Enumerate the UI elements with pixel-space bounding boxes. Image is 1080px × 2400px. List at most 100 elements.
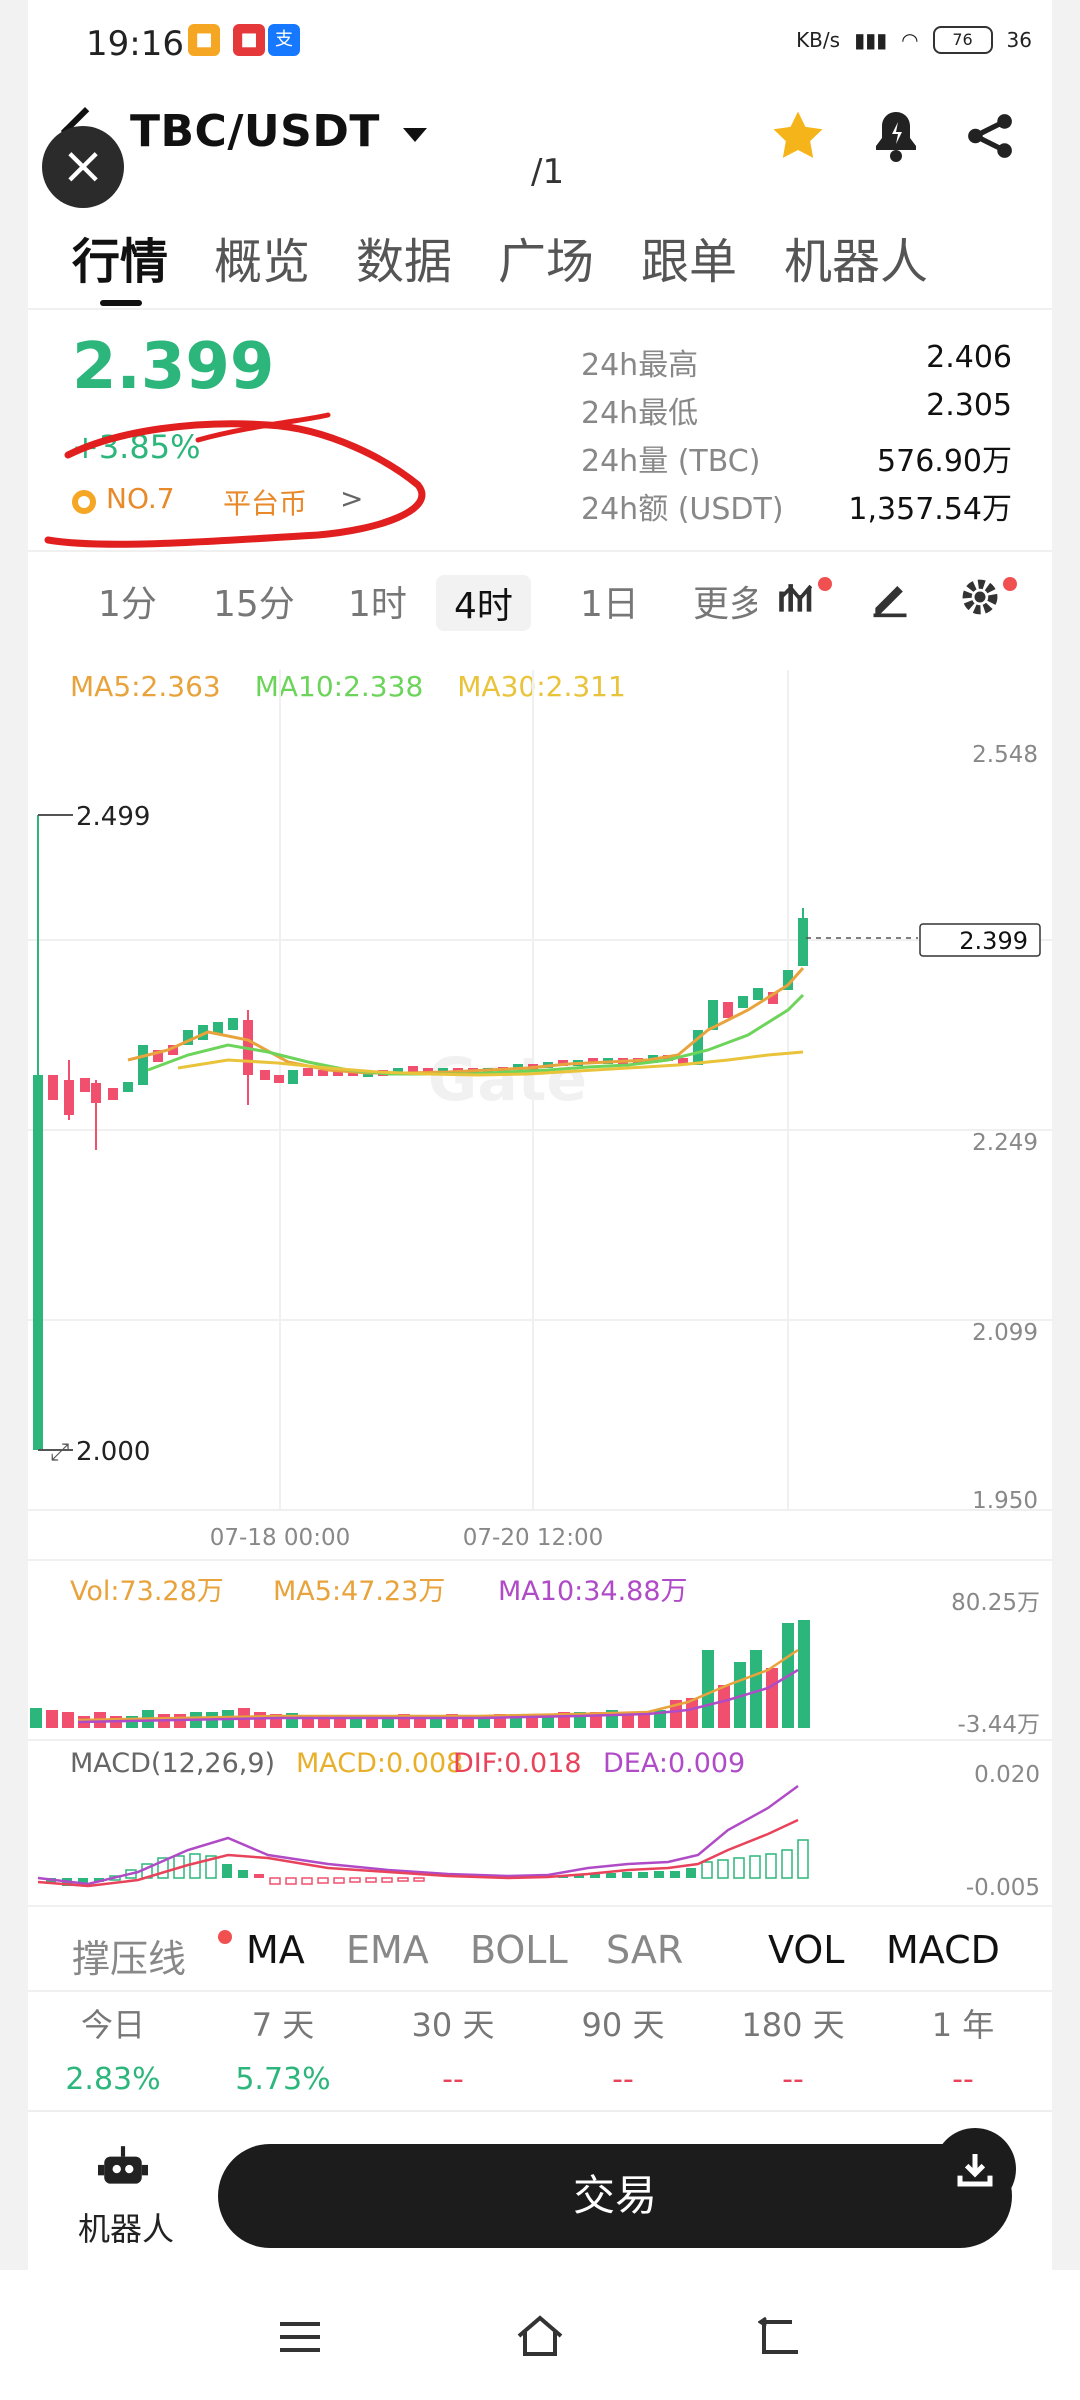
indicator-sar[interactable]: SAR — [606, 1928, 684, 1972]
robot-icon[interactable] — [98, 2144, 158, 2194]
indicator-macd[interactable]: MACD — [886, 1928, 1000, 1972]
chart-settings-gear-icon[interactable] — [958, 575, 1008, 625]
dea-value: DEA:0.009 — [603, 1748, 745, 1779]
price-axis-label: 1.950 — [972, 1488, 1038, 1514]
ma30-line — [177, 1050, 804, 1077]
indicator-boll[interactable]: BOLL — [470, 1928, 568, 1972]
active-tab-underline — [100, 300, 142, 306]
ma-legend: MA5:2.363 MA10:2.338 MA30:2.311 — [70, 670, 626, 703]
perf-90d: 90 天 -- — [538, 2000, 708, 2097]
tab-market[interactable]: 行情 — [72, 234, 169, 290]
price-summary: 2.399 +3.85% NO.7 平台币 > 24h最高 2.406 24h最… — [28, 330, 1052, 550]
expand-icon[interactable]: ⤢ — [50, 1438, 69, 1466]
pair-title[interactable]: TBC/USDT — [130, 106, 380, 157]
macd-value: MACD:0.008 — [296, 1748, 463, 1779]
vol-value: Vol:73.28万 — [70, 1576, 224, 1607]
share-icon[interactable] — [960, 106, 1020, 166]
divider — [28, 308, 1052, 310]
perf-value: -- — [612, 2062, 634, 2097]
download-button[interactable] — [934, 2128, 1016, 2210]
indicator-vol[interactable]: VOL — [768, 1928, 845, 1972]
price-axis-label: 2.548 — [972, 742, 1038, 768]
current-price-tag-box — [919, 923, 1041, 957]
system-nav-bar — [0, 2270, 1080, 2400]
indicator-tabs: 撑压线 MA EMA BOLL SAR VOL MACD — [28, 1920, 1052, 1990]
drawing-pen-icon[interactable] — [868, 575, 918, 625]
dea-line — [37, 1818, 799, 1888]
page-indicator: /1 — [531, 152, 565, 192]
perf-value: -- — [952, 2062, 974, 2097]
perf-label: 90 天 — [581, 2006, 665, 2044]
indicator-support-resistance[interactable]: 撑压线 — [72, 1937, 187, 1981]
app-notification-icon-2: ■ — [233, 24, 265, 56]
stat-value: 1,357.54万 — [848, 492, 1012, 527]
rank-label[interactable]: NO.7 — [106, 482, 175, 515]
price-axis-label: 2.099 — [972, 1320, 1038, 1346]
perf-1y: 1 年 -- — [878, 2000, 1048, 2097]
divider — [28, 1905, 1052, 1907]
candlestick-chart[interactable]: Gate — [28, 650, 1052, 1900]
perf-7d: 7 天 5.73% — [198, 2000, 368, 2097]
tab-data[interactable]: 数据 — [356, 234, 453, 290]
timeframe-1d[interactable]: 1日 — [580, 584, 639, 625]
notification-dot — [218, 1930, 232, 1944]
indicator-chart-icon[interactable] — [776, 575, 826, 625]
status-bar: 19:16 ■ ■ 支 KB/s ▮▮▮ ◠ 76 36 — [28, 0, 1052, 92]
pair-dropdown-icon[interactable] — [403, 128, 427, 142]
divider — [28, 1990, 1052, 1992]
divider — [28, 550, 1052, 552]
stat-value: 576.90万 — [877, 444, 1012, 479]
right-gutter — [1052, 0, 1080, 2270]
robot-label[interactable]: 机器人 — [78, 2210, 175, 2248]
menu-icon[interactable] — [280, 2320, 324, 2356]
dif-line — [37, 1784, 799, 1886]
left-gutter — [0, 0, 28, 2270]
perf-value: 5.73% — [235, 2062, 331, 2097]
download-icon — [957, 2154, 993, 2187]
dif-value: DIF:0.018 — [453, 1748, 582, 1779]
timeframe-15m[interactable]: 15分 — [213, 584, 295, 625]
battery-icon: 76 — [932, 26, 993, 54]
perf-value: 2.83% — [65, 2062, 161, 2097]
timeframe-more[interactable]: 更多 — [693, 584, 757, 625]
vol-ma5-line — [77, 1648, 799, 1722]
perf-today: 今日 2.83% — [28, 2000, 198, 2097]
ma10-value: MA10:2.338 — [254, 670, 424, 703]
bottom-action-bar: 机器人 交易 — [28, 2110, 1052, 2270]
perf-value: -- — [442, 2062, 464, 2097]
ma5-value: MA5:2.363 — [70, 670, 221, 703]
chevron-right-icon[interactable]: > — [340, 482, 364, 515]
tab-copy-trading[interactable]: 跟单 — [641, 234, 738, 290]
perf-180d: 180 天 -- — [708, 2000, 878, 2097]
price-alert-bell-icon[interactable] — [866, 106, 926, 166]
perf-value: -- — [782, 2062, 804, 2097]
trade-button[interactable]: 交易 — [218, 2144, 1012, 2248]
favorite-star-icon[interactable] — [768, 106, 828, 166]
macd-axis-bottom: -0.005 — [966, 1875, 1040, 1900]
home-icon[interactable] — [515, 2314, 565, 2358]
vol-ma5-value: MA5:47.23万 — [273, 1576, 445, 1607]
back-nav-icon[interactable] — [758, 2316, 802, 2356]
last-price: 2.399 — [72, 330, 275, 404]
wifi-icon: ◠ — [901, 28, 919, 52]
timeframe-1m[interactable]: 1分 — [98, 584, 157, 625]
tab-square[interactable]: 广场 — [498, 234, 595, 290]
header: TBC/USDT × /1 — [28, 92, 1052, 208]
category-tag[interactable]: 平台币 — [223, 487, 308, 520]
app-notification-icon: ■ — [188, 24, 220, 56]
tab-bots[interactable]: 机器人 — [784, 234, 929, 290]
timeframe-1h[interactable]: 1时 — [348, 584, 407, 625]
notification-dot — [1003, 577, 1017, 591]
perf-label: 7 天 — [251, 2006, 315, 2044]
close-button[interactable]: × — [42, 126, 124, 208]
timeframe-4h[interactable]: 4时 — [436, 575, 531, 631]
perf-30d: 30 天 -- — [368, 2000, 538, 2097]
signal-icon: ▮▮▮ — [854, 28, 888, 52]
indicator-ma[interactable]: MA — [246, 1928, 305, 1972]
perf-label: 今日 — [80, 2006, 145, 2044]
tab-overview[interactable]: 概览 — [214, 234, 311, 290]
macd-axis-top: 0.020 — [974, 1762, 1040, 1788]
indicator-ema[interactable]: EMA — [346, 1928, 429, 1972]
perf-label: 180 天 — [741, 2006, 845, 2044]
macd-label: MACD(12,26,9) — [70, 1748, 275, 1779]
